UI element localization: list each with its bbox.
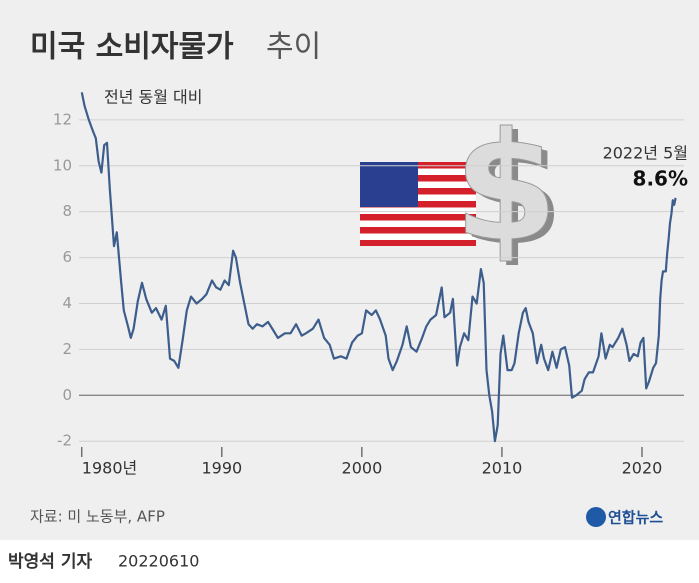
- footer: [0, 540, 699, 583]
- y-tick-label: 10: [53, 156, 72, 174]
- annotation-value: 8.6%: [633, 167, 688, 191]
- x-tick-label: 2020: [622, 459, 663, 478]
- x-tick-label: 1990: [201, 459, 242, 478]
- chart-title: 미국 소비자물가: [30, 30, 234, 65]
- logo: 연합뉴스: [608, 509, 663, 527]
- byline: 박영석 기자: [8, 552, 92, 572]
- date: 20220610: [118, 552, 199, 571]
- source: 자료: 미 노동부, AFP: [30, 508, 165, 526]
- line-series: [80, 92, 677, 443]
- y-tick-label: 6: [62, 248, 72, 266]
- y-axis-label: 전년 동월 대비: [104, 88, 203, 107]
- y-tick-label: 12: [53, 110, 72, 128]
- x-tick-label: 2010: [482, 459, 523, 478]
- y-tick-label: 2: [62, 340, 72, 358]
- y-tick-label: 4: [62, 294, 72, 312]
- logo-icon: [586, 507, 606, 527]
- us-flag: [360, 162, 476, 246]
- svg-text:$: $: [460, 105, 564, 279]
- x-tick-label: 1980년: [82, 459, 137, 478]
- y-tick-label: -2: [57, 432, 72, 450]
- x-tick-label: 2000: [342, 459, 383, 478]
- y-tick-label: 0: [62, 386, 72, 404]
- annotation-date: 2022년 5월: [603, 144, 688, 163]
- y-tick-label: 8: [62, 202, 72, 220]
- chart-title-suffix: 추이: [266, 30, 321, 65]
- svg-text:$: $: [454, 101, 558, 275]
- dollar-icon: $ $: [453, 101, 564, 280]
